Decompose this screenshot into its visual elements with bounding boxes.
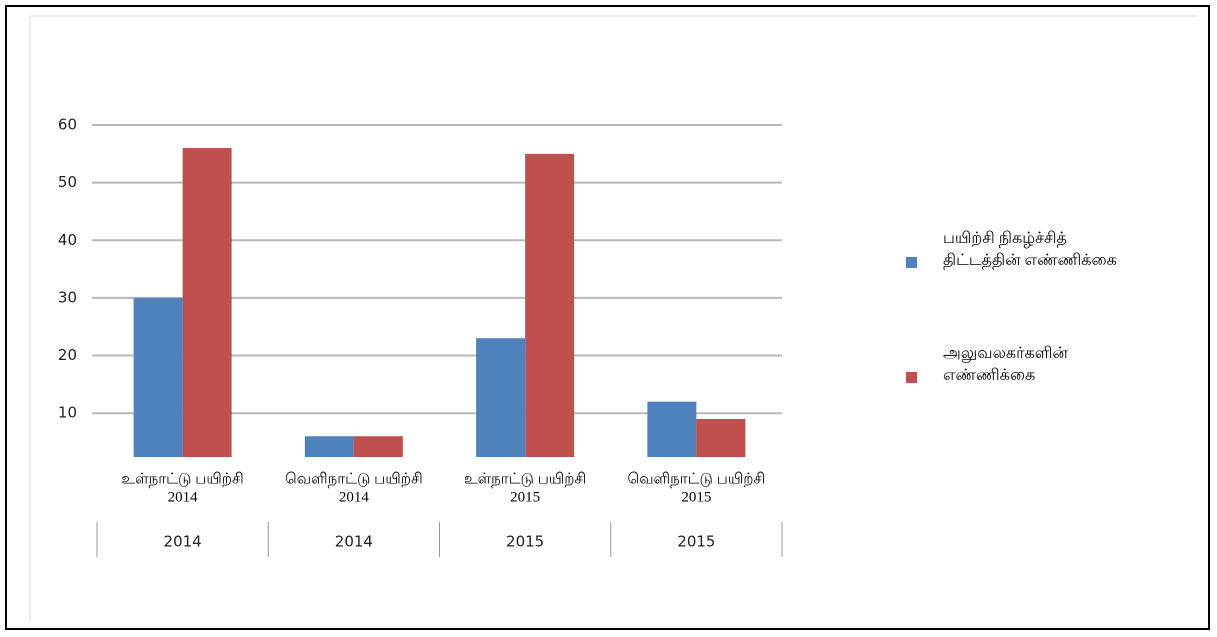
y-tick-label: 30: [58, 288, 77, 306]
bar: [353, 436, 403, 457]
bar: [647, 401, 697, 457]
legend-swatch: [906, 257, 917, 268]
legend-item: பயிற்சி நிகழ்ச்சித் திட்டத்தின் எண்ணிக்க…: [906, 228, 1146, 272]
y-tick-label: 60: [58, 116, 77, 134]
x-group-label: 2014: [164, 533, 202, 551]
legend-label: அலுவலகர்களின் எண்ணிக்கை: [943, 345, 1068, 384]
bar: [182, 148, 232, 458]
y-tick-label: 20: [58, 346, 77, 364]
x-group-label: 2015: [506, 533, 544, 551]
x-tick-label: 2014: [168, 489, 199, 505]
x-group-label: 2014: [335, 533, 373, 551]
legend-label: பயிற்சி நிகழ்ச்சித் திட்டத்தின் எண்ணிக்க…: [943, 230, 1117, 269]
bar: [304, 436, 354, 457]
bar: [133, 297, 183, 457]
y-tick-label: 50: [58, 173, 77, 191]
x-tick-label: உள்நாட்டு பயிற்சி: [464, 471, 586, 487]
x-tick-label: உள்நாட்டு பயிற்சி: [122, 471, 244, 487]
bar: [525, 153, 575, 457]
bar: [476, 338, 526, 457]
legend-swatch: [906, 372, 917, 383]
bar: [696, 418, 746, 457]
y-tick-label: 10: [58, 404, 77, 422]
legend-item: அலுவலகர்களின் எண்ணிக்கை: [906, 343, 1146, 387]
y-tick-label: 40: [58, 231, 77, 249]
x-tick-label: வெளிநாட்டு பயிற்சி: [285, 471, 423, 487]
x-group-label: 2015: [677, 533, 715, 551]
x-tick-label: 2015: [510, 489, 540, 505]
x-tick-label: 2015: [681, 489, 711, 505]
x-tick-label: வெளிநாட்டு பயிற்சி: [628, 471, 766, 487]
frame: [5, 5, 1210, 630]
x-tick-label: 2014: [339, 489, 370, 505]
